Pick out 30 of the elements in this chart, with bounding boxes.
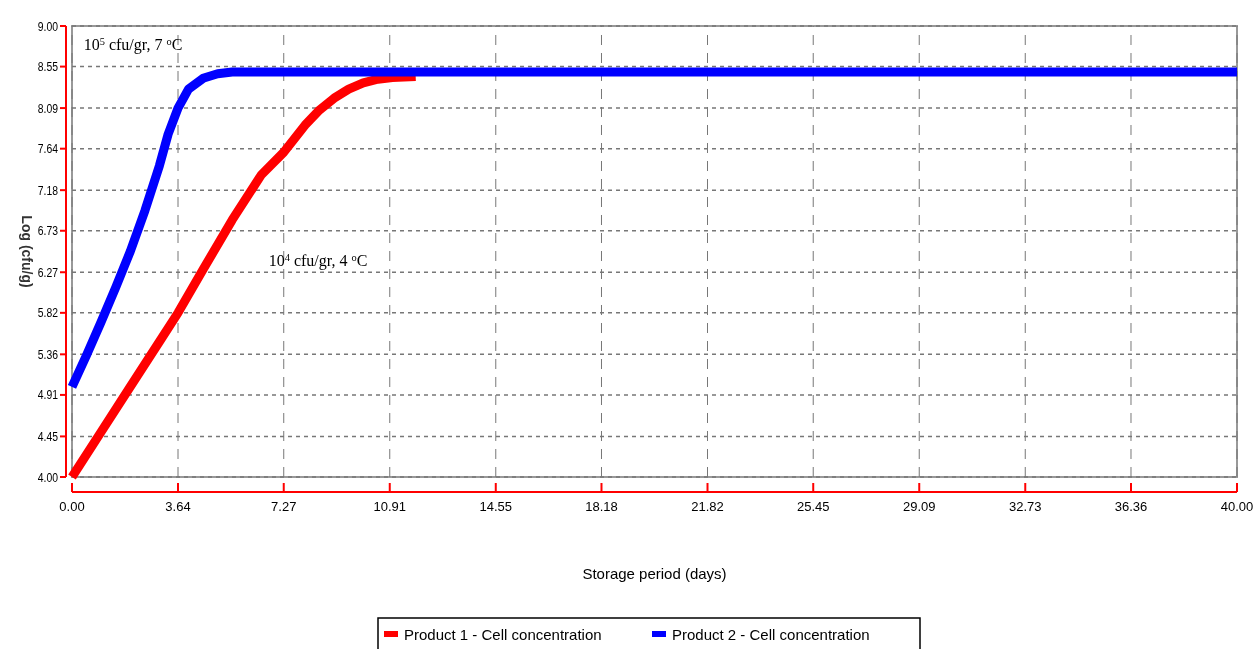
x-tick-label: 0.00 bbox=[59, 499, 85, 514]
x-tick-label: 36.36 bbox=[1114, 499, 1148, 514]
y-tick-label: 6.73 bbox=[37, 223, 59, 238]
y-tick-label: 7.18 bbox=[37, 182, 59, 197]
y-tick-label: 4.91 bbox=[37, 387, 58, 402]
x-tick-label: 21.82 bbox=[691, 499, 724, 514]
y-tick-label: 7.64 bbox=[37, 141, 59, 156]
x-tick-label: 40.00 bbox=[1220, 499, 1253, 514]
legend-label: Product 2 - Cell concentration bbox=[672, 626, 870, 643]
x-tick-label: 3.64 bbox=[165, 499, 191, 514]
x-tick-label: 25.45 bbox=[796, 499, 830, 514]
x-tick-label: 14.55 bbox=[479, 499, 513, 514]
y-tick-label: 5.36 bbox=[37, 346, 59, 362]
y-tick-label: 8.09 bbox=[37, 100, 58, 115]
x-axis-title: Storage period (days) bbox=[582, 565, 727, 582]
annotation: 10$^{4}$ cfu/gr, 4 $^{o}$C bbox=[268, 251, 368, 270]
y-axis-title: Log (cfu/g) bbox=[19, 215, 35, 288]
x-tick-label: 7.27 bbox=[271, 499, 297, 514]
x-tick-label: 32.73 bbox=[1008, 499, 1042, 514]
y-tick-label: 4.45 bbox=[37, 428, 59, 444]
y-tick-label: 8.55 bbox=[37, 58, 59, 74]
y-tick-label: 9.00 bbox=[37, 18, 59, 33]
annotation: 10$^{5}$ cfu/gr, 7 $^{o}$C bbox=[83, 35, 183, 54]
y-tick-label: 5.82 bbox=[37, 305, 58, 320]
y-tick-label: 6.27 bbox=[37, 264, 58, 279]
y-tick-label: 4.00 bbox=[37, 469, 59, 484]
x-tick-label: 10.91 bbox=[373, 499, 407, 514]
x-tick-label: 18.18 bbox=[585, 499, 618, 514]
x-tick-label: 29.09 bbox=[902, 499, 936, 514]
legend-label: Product 1 - Cell concentration bbox=[404, 626, 602, 643]
